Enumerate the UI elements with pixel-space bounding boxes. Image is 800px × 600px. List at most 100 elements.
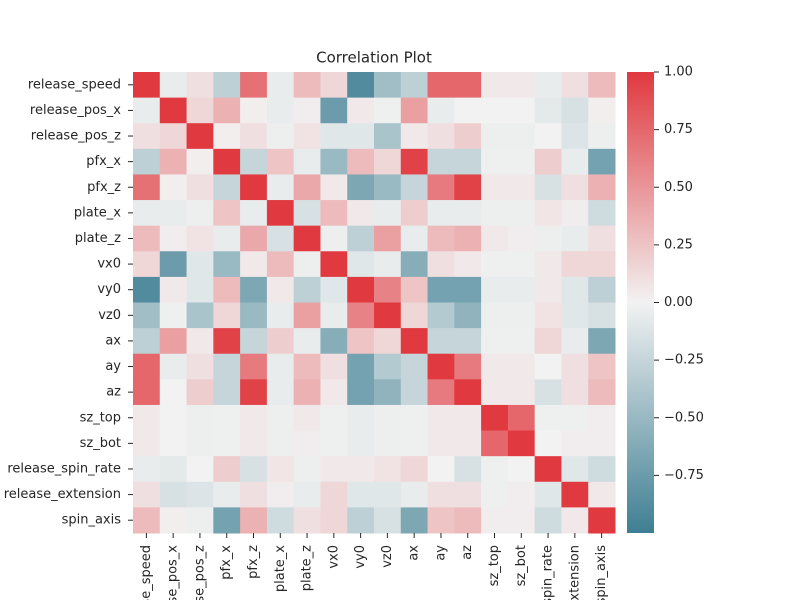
heatmap-cell xyxy=(374,148,402,175)
heatmap-cell xyxy=(293,200,321,227)
heatmap-cell xyxy=(347,481,375,508)
heatmap-cell xyxy=(320,379,348,406)
heatmap-cell xyxy=(240,430,268,457)
heatmap-cell xyxy=(427,251,455,278)
heatmap-cell xyxy=(454,251,482,278)
heatmap-cell xyxy=(320,302,348,329)
heatmap-cell xyxy=(240,481,268,508)
heatmap-cell xyxy=(481,328,509,355)
heatmap-cell xyxy=(213,276,241,303)
heatmap-cell xyxy=(320,72,348,99)
heatmap-cell xyxy=(454,148,482,175)
heatmap-cell xyxy=(159,148,188,175)
x-tick-label: pfx_x xyxy=(219,545,234,580)
heatmap-cell xyxy=(159,456,188,483)
heatmap-cell xyxy=(427,353,455,380)
heatmap-cell xyxy=(320,481,348,508)
heatmap-cell xyxy=(588,225,616,252)
heatmap-cell xyxy=(320,276,348,303)
heatmap-cell xyxy=(507,97,536,124)
heatmap-cell xyxy=(133,251,161,278)
heatmap-cell xyxy=(481,251,509,278)
heatmap-cell xyxy=(454,276,482,303)
heatmap-cell xyxy=(481,174,509,201)
heatmap-cell xyxy=(534,200,562,227)
heatmap-cell xyxy=(213,72,241,99)
heatmap-cell xyxy=(507,72,536,99)
heatmap-cell xyxy=(454,404,482,432)
heatmap-cell xyxy=(347,456,375,483)
heatmap-cell xyxy=(240,302,268,329)
x-tick-label: az xyxy=(460,545,475,560)
heatmap-cell xyxy=(347,123,375,150)
heatmap-cell xyxy=(561,251,589,278)
colorbar-tick-label: 0.25 xyxy=(664,237,693,252)
heatmap-cell xyxy=(427,72,455,99)
heatmap-cell xyxy=(133,97,161,124)
heatmap-cell xyxy=(588,353,616,380)
heatmap-cell xyxy=(240,72,268,99)
heatmap-cell xyxy=(133,379,161,406)
heatmap-cell xyxy=(400,97,429,124)
heatmap-cell xyxy=(427,225,455,252)
heatmap-cell xyxy=(561,174,589,201)
heatmap-cell xyxy=(427,507,455,534)
heatmap-cell xyxy=(588,200,616,227)
heatmap-cell xyxy=(561,72,589,99)
heatmap-cell xyxy=(507,174,536,201)
heatmap-cell xyxy=(481,404,509,432)
heatmap-cell xyxy=(481,302,509,329)
y-tick-label: release_extension xyxy=(4,487,121,502)
heatmap-cell xyxy=(454,174,482,201)
heatmap-cell xyxy=(186,328,214,355)
heatmap-cell xyxy=(400,507,429,534)
heatmap-cell xyxy=(347,148,375,175)
x-tick-label: release_extension xyxy=(567,545,582,600)
heatmap-cell xyxy=(588,123,616,150)
heatmap-cell xyxy=(400,353,429,380)
heatmap-cell xyxy=(534,404,562,432)
heatmap-cell xyxy=(213,481,241,508)
heatmap-cell xyxy=(427,123,455,150)
heatmap-cell xyxy=(186,174,214,201)
heatmap-cell xyxy=(293,353,321,380)
heatmap-cell xyxy=(374,123,402,150)
heatmap-cell xyxy=(588,481,616,508)
heatmap-cell xyxy=(266,97,295,124)
heatmap-cell xyxy=(133,481,161,508)
heatmap-cell xyxy=(534,328,562,355)
heatmap-cell xyxy=(481,507,509,534)
heatmap-cell xyxy=(481,276,509,303)
heatmap-cell xyxy=(374,379,402,406)
colorbar-tick-label: 0.50 xyxy=(664,180,693,195)
heatmap-cell xyxy=(454,353,482,380)
heatmap-cell xyxy=(133,72,161,99)
heatmap-cell xyxy=(240,251,268,278)
heatmap-cell xyxy=(159,481,188,508)
heatmap-cell xyxy=(588,456,616,483)
heatmap-cell xyxy=(427,148,455,175)
heatmap-cell xyxy=(561,225,589,252)
heatmap-cell xyxy=(293,123,321,150)
heatmap-cell xyxy=(534,353,562,380)
heatmap-cell xyxy=(186,251,214,278)
heatmap-cell xyxy=(159,379,188,406)
heatmap-cell xyxy=(561,328,589,355)
heatmap-cell xyxy=(240,328,268,355)
heatmap-cell xyxy=(240,174,268,201)
heatmap-cell xyxy=(534,97,562,124)
heatmap-cell xyxy=(240,276,268,303)
heatmap-cell xyxy=(374,404,402,432)
heatmap-cell xyxy=(293,507,321,534)
heatmap-cell xyxy=(186,148,214,175)
y-tick-label: spin_axis xyxy=(62,513,122,528)
y-tick-label: vz0 xyxy=(98,308,121,323)
heatmap-cell xyxy=(266,456,295,483)
heatmap-cell xyxy=(454,302,482,329)
heatmap-cell xyxy=(293,148,321,175)
y-tick-label: az xyxy=(106,385,121,400)
heatmap-cell xyxy=(320,174,348,201)
heatmap-cell xyxy=(293,456,321,483)
heatmap-cell xyxy=(347,430,375,457)
heatmap-cell xyxy=(507,507,536,534)
